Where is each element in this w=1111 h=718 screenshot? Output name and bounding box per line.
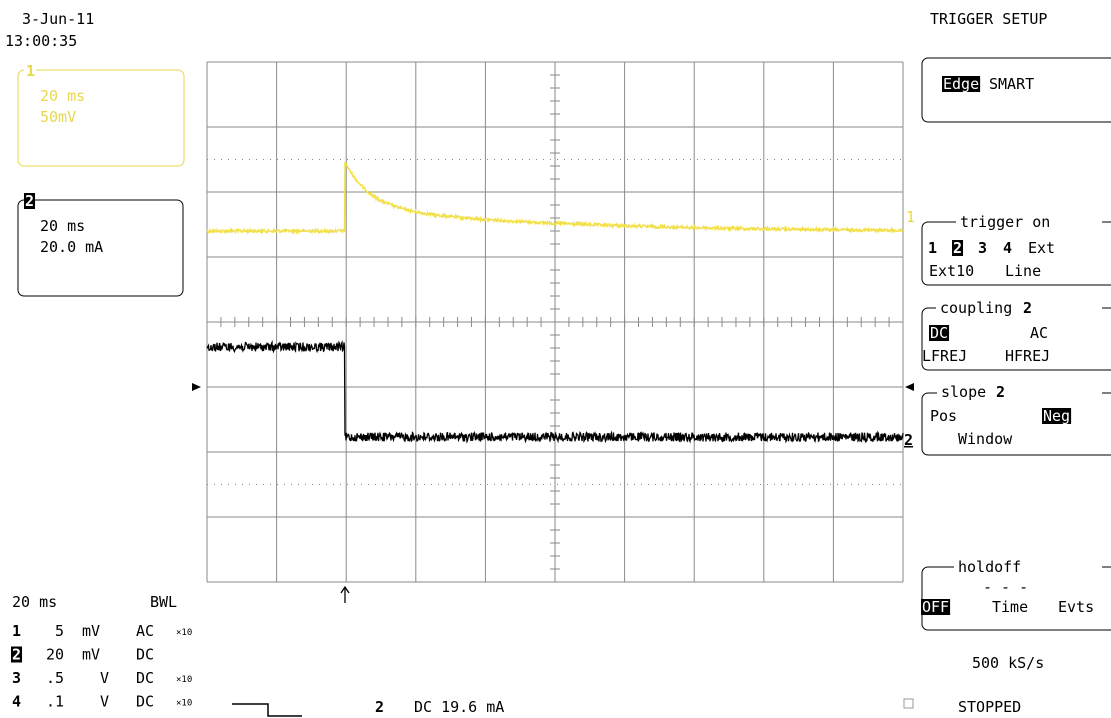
- menu-option[interactable]: OFF: [922, 598, 949, 616]
- header-bg: [956, 214, 1102, 228]
- time: 13:00:35: [5, 32, 77, 50]
- channel-volts: .1: [46, 693, 64, 711]
- trace-label: 2: [904, 431, 913, 449]
- menu-option[interactable]: SMART: [989, 75, 1034, 93]
- menu-header: holdoff: [958, 558, 1021, 576]
- menu-value: - - -: [983, 578, 1028, 596]
- channel-number: 1: [12, 622, 21, 640]
- trigger-level: DC 19.6 mA: [414, 698, 504, 716]
- trigger-level-marker: [192, 383, 201, 391]
- trigger-level-marker: [905, 383, 914, 391]
- menu-option[interactable]: 1: [928, 239, 937, 257]
- channel-label: 1: [26, 62, 35, 80]
- status-indicator: [903, 698, 914, 709]
- sample-rate: 500 kS/s: [972, 654, 1044, 672]
- trigger-channel: 2: [375, 698, 384, 716]
- highlight: [11, 646, 23, 663]
- header-bg: [936, 300, 1102, 314]
- scale: 50mV: [40, 108, 76, 126]
- trigger-time-marker: [340, 585, 350, 603]
- timebase: 20 ms: [40, 217, 85, 235]
- menu-option[interactable]: Ext: [1028, 239, 1055, 257]
- menu-option[interactable]: 2: [953, 239, 962, 257]
- channel-label: 2: [25, 192, 34, 210]
- channel-coupling: DC: [136, 669, 154, 687]
- probe-factor: ×10: [176, 675, 192, 685]
- menu-option[interactable]: 3: [978, 239, 987, 257]
- highlight: [24, 193, 36, 209]
- trace-ch1: [206, 161, 904, 235]
- channel-unit: V: [100, 693, 109, 711]
- channel-box: [17, 69, 185, 167]
- header-bg: [954, 559, 1102, 573]
- channel-unit: mV: [82, 646, 100, 664]
- scale: 20.0 mA: [40, 238, 103, 256]
- highlight: [952, 240, 964, 256]
- menu-header: coupling: [940, 299, 1012, 317]
- channel-settings: 1 5 mV AC ×10 2 20 mV DC 3 .5 V DC ×10 4 .1 V DC ×10: [11, 622, 192, 711]
- menu-option[interactable]: DC: [930, 324, 948, 342]
- highlight: [942, 76, 981, 92]
- menu-header: slope: [941, 383, 986, 401]
- menu-option[interactable]: LFREJ: [922, 347, 967, 365]
- menu-option[interactable]: 4: [1003, 239, 1012, 257]
- channel-volts: .5: [46, 669, 64, 687]
- menu-option[interactable]: Time: [992, 598, 1028, 616]
- menu-option[interactable]: Pos: [930, 407, 957, 425]
- graticule: [206, 61, 904, 583]
- menu-option[interactable]: Window: [958, 430, 1013, 448]
- date: 3-Jun-11: [22, 10, 94, 28]
- channel-coupling: DC: [136, 646, 154, 664]
- highlight: [929, 325, 950, 341]
- menu-title: TRIGGER SETUP: [930, 10, 1047, 28]
- channel-number: 4: [12, 693, 21, 711]
- menu-channel: 2: [1023, 299, 1032, 317]
- channel-number: 2: [12, 646, 21, 664]
- channel-coupling: DC: [136, 693, 154, 711]
- menu-box: [921, 57, 1111, 123]
- probe-factor: ×10: [176, 628, 192, 638]
- channel-volts: 5: [55, 622, 64, 640]
- trace-label: 1: [906, 208, 915, 226]
- menu-option[interactable]: Evts: [1058, 598, 1094, 616]
- acq-state: STOPPED: [958, 698, 1021, 716]
- probe-factor: ×10: [176, 699, 192, 709]
- header-bg: [937, 385, 1102, 399]
- menu-option[interactable]: Neg: [1043, 407, 1070, 425]
- slope-icon: [232, 703, 302, 717]
- channel-volts: 20: [46, 646, 64, 664]
- bandwidth: BWL: [150, 593, 177, 611]
- menu-option[interactable]: Edge: [943, 75, 979, 93]
- channel-coupling: AC: [136, 622, 154, 640]
- label-bg: [24, 64, 36, 78]
- menu-option[interactable]: HFREJ: [1005, 347, 1050, 365]
- timebase: 20 ms: [12, 593, 57, 611]
- menu-option[interactable]: Ext10: [929, 262, 974, 280]
- timebase: 20 ms: [40, 87, 85, 105]
- channel-unit: V: [100, 669, 109, 687]
- traces: [206, 161, 904, 444]
- trace-ch2: [206, 340, 904, 444]
- menu-channel: 2: [996, 383, 1005, 401]
- channel-box: [17, 199, 184, 297]
- menu-option[interactable]: AC: [1030, 324, 1048, 342]
- highlight: [1042, 408, 1072, 424]
- channel-number: 3: [12, 669, 21, 687]
- menu-header: trigger on: [960, 213, 1050, 231]
- menu-option[interactable]: Line: [1005, 262, 1041, 280]
- channel-unit: mV: [82, 622, 100, 640]
- highlight: [921, 599, 951, 615]
